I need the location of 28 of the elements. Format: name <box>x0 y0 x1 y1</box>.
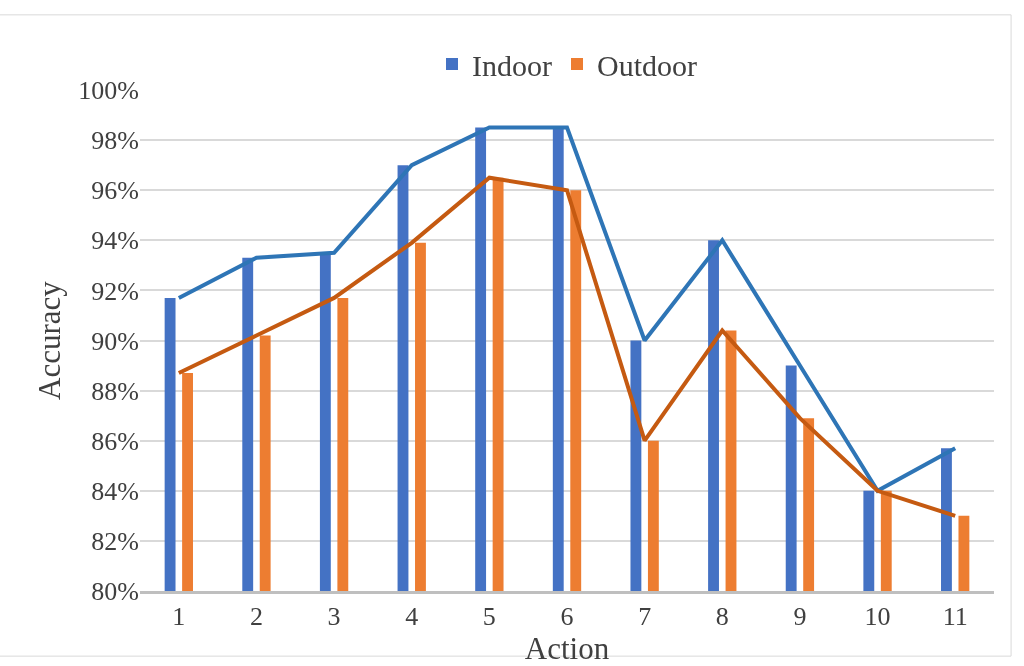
y-tick-label: 96% <box>91 176 139 206</box>
y-tick-label: 98% <box>91 126 139 156</box>
y-tick-label: 82% <box>91 527 139 556</box>
legend-label: Indoor <box>472 48 552 82</box>
line-series <box>176 175 958 518</box>
x-tick-label: 5 <box>482 602 496 632</box>
x-axis-title: Action <box>524 631 610 666</box>
x-tick-label: 2 <box>249 602 263 632</box>
line-series <box>176 125 958 493</box>
x-tick-label: 9 <box>793 602 807 632</box>
y-tick-label: 90% <box>91 326 139 356</box>
x-tick-label: 8 <box>715 602 729 632</box>
x-tick-label: 3 <box>327 602 341 632</box>
x-tick-label: 11 <box>942 602 968 632</box>
y-tick-label: 94% <box>91 226 139 256</box>
y-tick-label: 84% <box>91 476 139 506</box>
x-tick-label: 6 <box>560 602 574 632</box>
y-tick-label: 92% <box>91 276 139 306</box>
y-tick-label: 100% <box>78 76 139 106</box>
y-tick-label: 88% <box>91 376 139 406</box>
y-tick-label: 80% <box>91 577 139 607</box>
legend-label: Outdoor <box>596 48 697 82</box>
y-tick-label: 86% <box>91 426 139 456</box>
x-tick-label: 1 <box>172 602 186 632</box>
x-tick-label: 10 <box>864 602 891 632</box>
x-tick-label: 7 <box>638 602 652 632</box>
x-tick-label: 4 <box>405 602 419 632</box>
y-axis-title: Accuracy <box>31 280 67 400</box>
